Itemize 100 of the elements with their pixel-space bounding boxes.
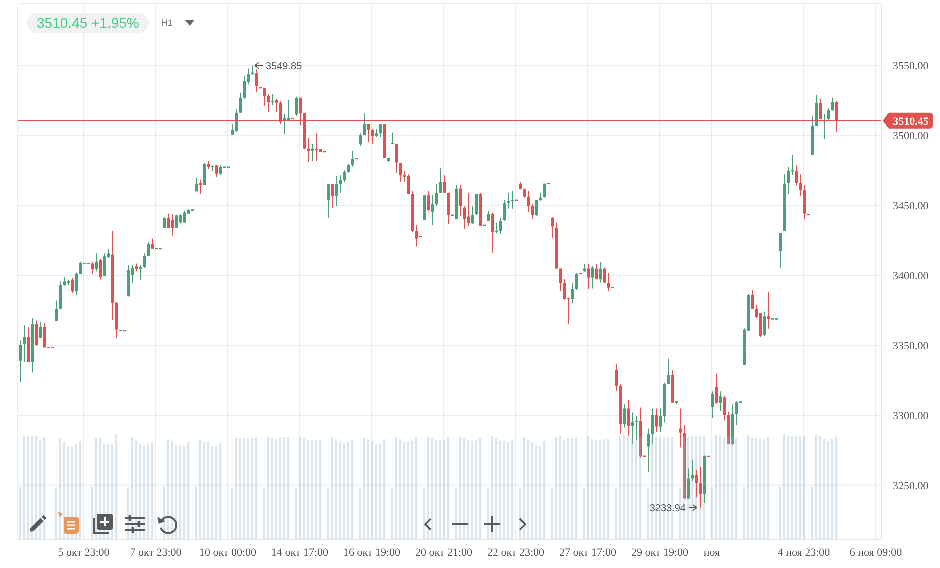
candlestick [563, 279, 566, 301]
candlestick [415, 225, 418, 248]
candlestick [615, 364, 618, 392]
text: 3510.45 +1.95% [27, 13, 150, 33]
candlestick [203, 162, 206, 186]
annotation: 3549.85 [266, 61, 303, 72]
candlestick [495, 222, 498, 234]
candlestick [815, 94, 818, 127]
candlestick [491, 212, 494, 254]
candlestick [715, 373, 718, 404]
candlestick [367, 124, 370, 143]
candlestick [35, 320, 38, 346]
x-tick-label: 5 окт 23:00 [58, 546, 110, 559]
candlestick [23, 324, 26, 363]
candlestick [711, 391, 714, 418]
candlestick [647, 428, 650, 473]
candlestick [339, 175, 342, 194]
candlestick [543, 183, 546, 198]
candlestick [587, 264, 590, 290]
candlestick [295, 96, 298, 117]
candlestick [167, 213, 170, 229]
candlestick [263, 87, 266, 107]
candlestick [95, 253, 98, 272]
candlestick [103, 253, 106, 277]
candlestick [763, 312, 766, 336]
candlestick [19, 340, 22, 383]
candlestick [667, 358, 670, 386]
candlestick [571, 282, 574, 304]
candlestick [255, 69, 258, 93]
x-tick-label: 22 окт 23:00 [487, 546, 546, 559]
x-tick-label: 10 окт 00:00 [199, 546, 258, 559]
candlestick [271, 94, 274, 106]
candlestick [787, 166, 790, 195]
x-tick-label: 4 ноя 23:00 [778, 546, 831, 559]
candlestick [551, 217, 554, 238]
candlestick [803, 184, 806, 220]
candlestick [575, 273, 578, 291]
candlestick [623, 404, 626, 428]
candlestick [235, 109, 238, 133]
x-tick-label: 7 окт 23:00 [130, 546, 182, 559]
x-tick-label: 14 окт 17:00 [271, 546, 330, 559]
candlestick [759, 312, 762, 338]
candlestick [767, 292, 770, 330]
candlestick [691, 460, 694, 482]
candlestick [43, 322, 46, 348]
candlestick [151, 238, 154, 250]
candlestick [751, 290, 754, 310]
x-tick-label: 20 окт 21:00 [415, 546, 474, 559]
candlestick [459, 185, 462, 217]
candlestick [467, 192, 470, 228]
candlestick [723, 396, 726, 422]
candlestick [795, 165, 798, 186]
candlestick [511, 190, 514, 210]
ref-line-label: 3510.45 [893, 116, 930, 128]
candlestick [335, 176, 338, 207]
candlestick [359, 133, 362, 147]
candlestick [363, 113, 366, 136]
candlestick [655, 408, 658, 433]
candlestick [695, 470, 698, 498]
candlestick [447, 192, 450, 226]
candlestick [143, 253, 146, 269]
candlestick [71, 278, 74, 294]
candlestick [219, 165, 222, 176]
y-tick-label: 3550.00 [893, 60, 930, 72]
candlestick [431, 195, 434, 226]
y-tick-label: 3250.00 [893, 480, 930, 492]
candlestick [267, 94, 270, 113]
candlestick [183, 210, 186, 224]
candlestick [475, 194, 478, 216]
candlestick [631, 412, 634, 445]
candlestick [371, 129, 374, 146]
candlestick [503, 200, 506, 222]
candlestick [171, 214, 174, 236]
candlestick [55, 300, 58, 322]
candlestick [443, 175, 446, 194]
candlestick [719, 391, 722, 412]
candlestick [499, 217, 502, 235]
candlestick [331, 184, 334, 208]
candlestick [175, 214, 178, 229]
x-tick-label: ноя [704, 546, 720, 559]
candlestick [91, 261, 94, 274]
candlestick [79, 261, 82, 276]
candlestick [607, 273, 610, 292]
candlestick [99, 259, 102, 280]
candlestick [599, 262, 602, 284]
candlestick [407, 174, 410, 195]
candlestick [435, 184, 438, 207]
candlestick [251, 65, 254, 76]
candlestick [195, 178, 198, 192]
candlestick [735, 400, 738, 426]
candlestick [39, 322, 42, 339]
candlestick [603, 267, 606, 284]
candlestick [635, 416, 638, 441]
candlestick [831, 97, 834, 112]
candlestick [243, 76, 246, 100]
candlestick [531, 204, 534, 220]
candlestick [591, 266, 594, 290]
candlestick [595, 264, 598, 280]
candlestick [179, 214, 182, 224]
y-tick-label: 3350.00 [893, 340, 930, 352]
